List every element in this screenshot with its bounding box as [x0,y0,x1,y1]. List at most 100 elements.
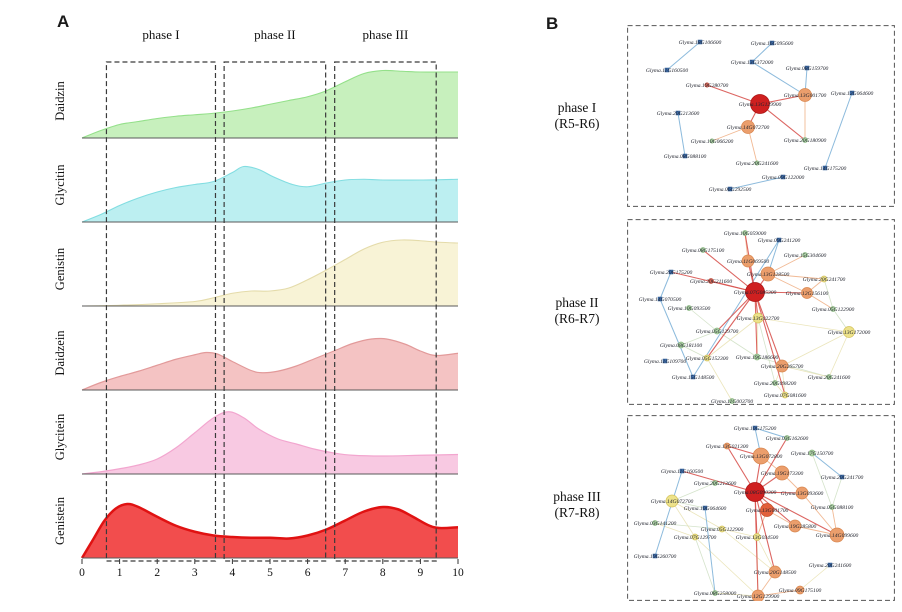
gene-node [657,296,663,302]
gene-node [826,374,832,380]
gene-label: Glyma.13G034500 [736,535,779,541]
gene-label: Glyma.12G129900 [737,594,780,600]
network-svg-1: Glyma.18G106600 Glyma.16G095600 Glyma.13G3… [627,25,895,207]
gene-label: Glyma.08G159700 [786,66,829,72]
gene-label: Glyma.13G129900 [739,102,782,108]
network-title-phase3: phase III (R7-R8) [524,489,630,521]
gene-node [753,533,761,541]
gene-node [804,65,810,71]
x-tick-label: 2 [154,567,160,579]
gene-node [798,88,812,102]
gene-node [691,533,699,541]
gene-label: Glyma.10G066200 [691,139,734,145]
gene-label: Glyma.08G088100 [664,154,707,160]
gene-label: Glyma.12G156100 [786,291,829,297]
gene-node [665,494,679,508]
gene-node [751,589,765,601]
gene-node [709,138,715,144]
gene-label: Glyma.19G260700 [634,554,677,560]
panel-a-label: A [57,12,70,31]
gene-label: Glyma.13G172000 [828,330,871,336]
gene-node [750,94,770,114]
network-title-phase1: phase I (R5-R6) [524,100,630,132]
gene-label: Glyma.19G186600 [736,355,779,361]
phase2-title-line1: phase II [555,295,599,310]
series-label-glycitein: Glycitein [53,413,67,460]
network-edge [757,589,801,597]
gene-label: Glyma.20G213600 [694,481,737,487]
gene-label: Glyma.19G173300 [761,471,804,477]
network-edge [671,482,716,502]
gene-label: Glyma.09G122000 [762,175,805,181]
gene-label: Glyma.10G059000 [724,231,767,237]
gene-label: Glyma.11G003700 [711,399,754,405]
gene-label: Glyma.19G280700 [686,83,729,89]
x-tick-label: 3 [192,567,198,579]
gene-node [769,40,775,46]
gene-node [843,326,855,338]
gene-node [768,565,782,579]
network-edge [754,291,786,396]
x-tick-label: 5 [267,567,273,579]
ridge-glycitein [81,411,459,475]
gene-node [752,425,758,431]
gene-label: Glyma.20G211600 [690,279,733,285]
gene-node [839,474,845,480]
gene-node [808,449,816,457]
gene-label: Glyma.20G241600 [736,161,779,167]
gene-label: Glyma.05G152300 [686,356,729,362]
gene-node [677,341,685,349]
network-edge [694,536,759,597]
network-edge [757,317,776,384]
gene-node [788,519,802,533]
network-border [627,25,895,207]
gene-label: Glyma.12G064600 [831,91,874,97]
network-edge [811,452,843,478]
network-edge [654,470,683,557]
ridge-daidzin [81,69,458,139]
gene-label: Glyma.20G241700 [821,475,864,481]
network-edge [831,476,843,508]
gene-node [675,110,681,116]
gene-label: Glyma.15G304600 [784,253,827,259]
gene-node [708,278,714,284]
network-edge [654,522,723,530]
phase-label-1: phase I [142,27,179,42]
gene-node [829,504,835,510]
gene-node [760,503,774,517]
gene-label: Glyma.20G098200 [754,381,797,387]
gene-label: Glyma.15G148500 [672,375,715,381]
network-svg-3: Glyma.10G175200 Glyma.03G162600 Glyma.13G0… [627,415,895,601]
gene-label: Glyma.20G241600 [809,563,852,569]
phase1-title-line2: (R5-R6) [554,116,600,131]
network-edge [671,500,723,530]
gene-label: Glyma.11G069500 [727,259,770,265]
x-tick-label: 10 [452,567,464,579]
series-label-glycitin: Glycitin [53,164,67,206]
gene-label: Glyma.08G258000 [694,591,737,597]
gene-label: Glyma.05G122900 [812,307,855,313]
gene-label: Glyma.14G070500 [639,297,682,303]
gene-node [712,480,718,486]
gene-label: Glyma.13G001700 [784,93,827,99]
gene-label: Glyma.14G175200 [804,166,847,172]
network-edge [681,470,756,493]
gene-label: Glyma.11G160500 [646,68,689,74]
network-edge [671,500,696,538]
gene-node [712,590,718,596]
gene-node [849,90,855,96]
ridgeline-chart: Daidzin Glycitin Genistin Daidzein Glycitein… [53,27,464,579]
gene-label: Glyma.09G241200 [758,238,801,244]
gene-node [820,275,828,283]
network-edge [692,239,780,378]
gene-label: Glyma.20G180900 [784,138,827,144]
network-title-phase2: phase II (R6-R7) [524,295,630,327]
network-edge [694,536,716,594]
gene-node [760,266,776,282]
phase3-title-line2: (R7-R8) [554,505,600,520]
gene-node [704,82,710,88]
gene-node [780,174,786,180]
series-label-genistin: Genistin [53,247,67,290]
network-edge [756,536,776,573]
